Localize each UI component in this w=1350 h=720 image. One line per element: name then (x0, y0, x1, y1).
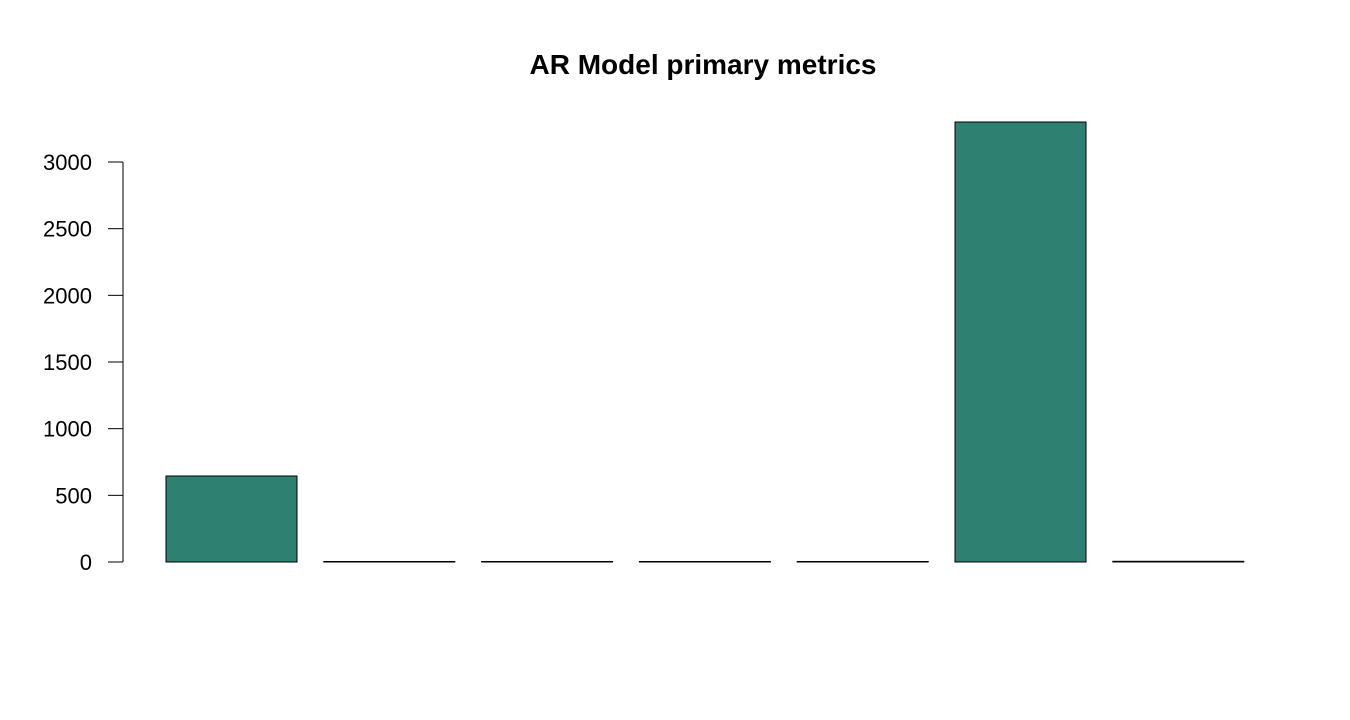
bar-2 (323, 561, 456, 563)
y-tick-label: 500 (55, 483, 92, 508)
y-tick-label: 0 (80, 550, 92, 575)
bar-3 (481, 561, 614, 563)
bar-1 (165, 475, 298, 563)
bar-7 (1112, 560, 1245, 563)
bars (165, 121, 1245, 563)
y-tick-label: 3000 (43, 150, 92, 175)
bar-5 (796, 561, 929, 563)
bar-6 (954, 121, 1087, 563)
y-axis: 0 500 1000 1500 2000 2500 3000 (43, 150, 124, 575)
y-tick-label: 1500 (43, 350, 92, 375)
bar-4 (638, 561, 771, 563)
chart-title: AR Model primary metrics (530, 49, 877, 80)
y-tick-label: 1000 (43, 417, 92, 442)
y-tick-label: 2000 (43, 283, 92, 308)
y-tick-label: 2500 (43, 217, 92, 242)
